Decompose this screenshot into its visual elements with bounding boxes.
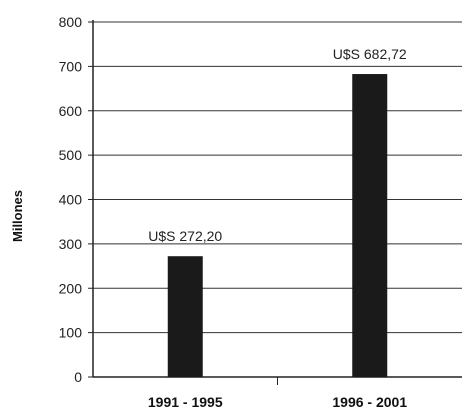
bar-value-label: U$S 272,20 bbox=[148, 228, 222, 244]
axes bbox=[92, 20, 462, 378]
y-tick-labels: 0 100 200 300 400 500 600 700 800 bbox=[59, 14, 83, 385]
data-labels: U$S 272,20 U$S 682,72 bbox=[148, 46, 407, 244]
gridlines bbox=[88, 21, 462, 378]
bar bbox=[167, 256, 203, 377]
y-tick-label: 800 bbox=[59, 14, 83, 30]
y-tick-label: 700 bbox=[59, 58, 83, 74]
y-tick-label: 0 bbox=[74, 369, 82, 385]
y-tick-label: 200 bbox=[59, 280, 83, 296]
x-tick-label: 1996 - 2001 bbox=[332, 394, 407, 410]
y-axis-title: Millones bbox=[10, 190, 25, 242]
y-tick-label: 600 bbox=[59, 103, 83, 119]
y-tick-label: 400 bbox=[59, 192, 83, 208]
bar bbox=[352, 74, 388, 377]
y-tick-label: 100 bbox=[59, 325, 83, 341]
x-tick-labels: 1991 - 1995 1996 - 2001 bbox=[148, 377, 407, 410]
bar-value-label: U$S 682,72 bbox=[333, 46, 407, 62]
y-tick-label: 500 bbox=[59, 147, 83, 163]
x-tick-label: 1991 - 1995 bbox=[148, 394, 223, 410]
bars bbox=[167, 74, 388, 377]
y-tick-label: 300 bbox=[59, 236, 83, 252]
